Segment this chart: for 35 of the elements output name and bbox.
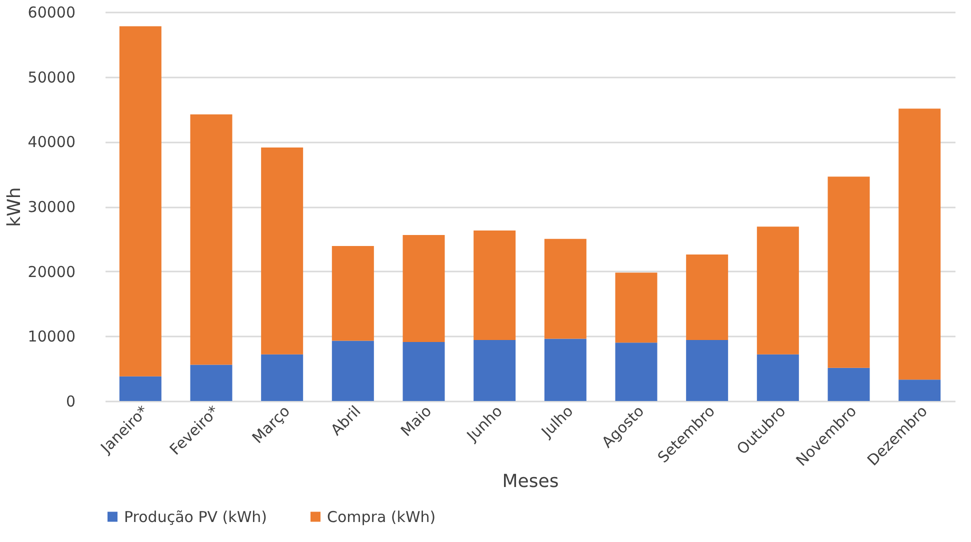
bar — [544, 338, 586, 401]
bar — [544, 238, 586, 339]
bar — [615, 342, 658, 401]
y-axis-title: kWh — [4, 187, 25, 227]
bar — [402, 342, 445, 401]
bar — [119, 376, 162, 401]
bar — [756, 354, 799, 401]
bar — [686, 254, 728, 340]
bar — [828, 368, 870, 401]
bar — [190, 114, 232, 365]
bar — [332, 246, 374, 341]
x-axis-title: Meses — [502, 471, 559, 492]
bar — [898, 108, 941, 380]
bar — [615, 272, 658, 343]
bar — [332, 340, 374, 401]
y-tick-label: 30000 — [28, 198, 76, 216]
bar — [402, 235, 445, 342]
y-tick-label: 50000 — [28, 68, 76, 86]
bar — [898, 380, 941, 401]
y-tick-label: 20000 — [28, 262, 76, 281]
bar — [190, 364, 232, 401]
y-tick-label: 10000 — [28, 328, 76, 346]
bar — [828, 176, 870, 368]
y-tick-label: 60000 — [28, 4, 76, 22]
bar — [474, 230, 516, 340]
legend-label: Produção PV (kWh) — [124, 508, 268, 526]
bar — [261, 148, 304, 354]
bar — [474, 340, 516, 401]
bar — [261, 354, 304, 401]
y-tick-label: 0 — [66, 392, 76, 410]
legend-label: Compra (kWh) — [327, 508, 436, 526]
bar — [119, 26, 162, 376]
y-tick-label: 40000 — [28, 133, 76, 152]
bar — [686, 340, 728, 401]
bar — [756, 226, 799, 354]
